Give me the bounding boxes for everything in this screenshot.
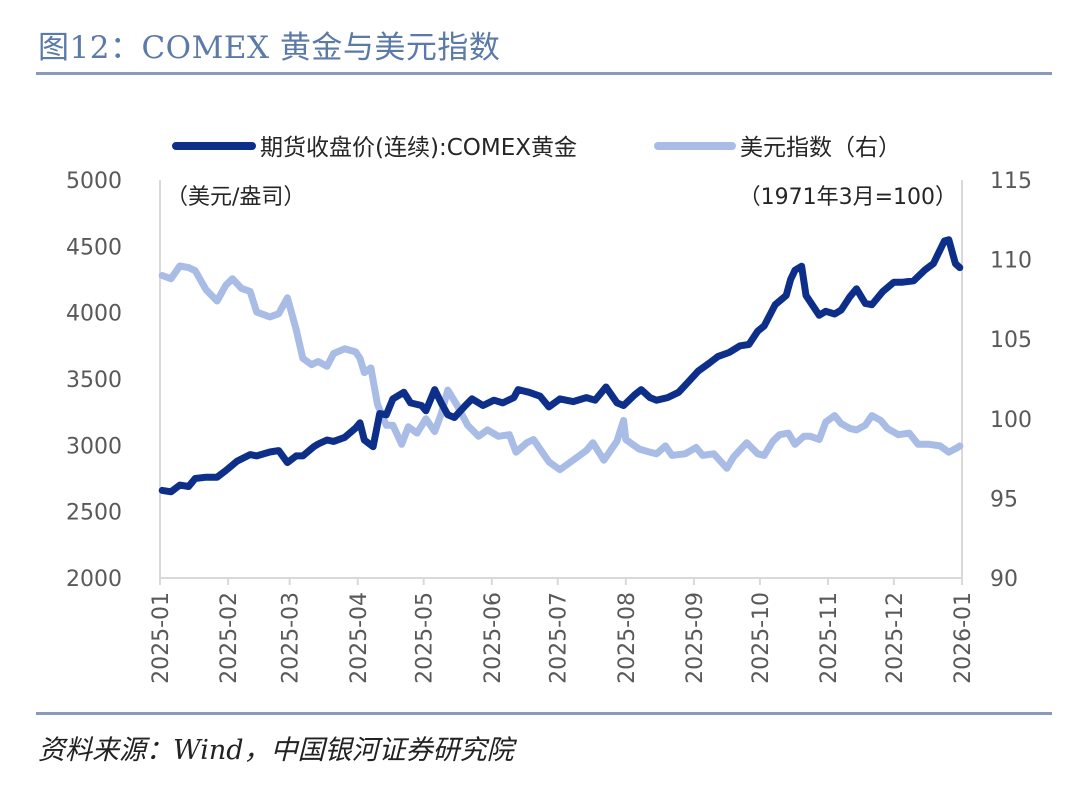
y-left-tick-label: 2500 bbox=[66, 501, 122, 526]
right-axis-unit: （1971年3月=100） bbox=[739, 185, 957, 210]
source-rule bbox=[36, 712, 1052, 715]
y-left-tick-label: 2000 bbox=[66, 567, 122, 592]
y-right-tick-label: 115 bbox=[990, 169, 1032, 194]
source-note: 资料来源：Wind，中国银河证券研究院 bbox=[38, 735, 514, 766]
x-tick-label: 2025-09 bbox=[683, 592, 708, 684]
x-tick-label: 2025-12 bbox=[883, 592, 908, 684]
legend-label-gold: 期货收盘价(连续):COMEX黄金 bbox=[260, 135, 577, 161]
y-left-tick-label: 4500 bbox=[66, 235, 122, 260]
y-right-tick-label: 90 bbox=[990, 567, 1018, 592]
axes: 2000 2500 3000 3500 4000 4500 5000 90 95 100 105 11… bbox=[66, 169, 1032, 684]
y-right-tick-label: 110 bbox=[990, 249, 1032, 274]
title-rule bbox=[36, 72, 1052, 75]
legend-label-dxy: 美元指数（右） bbox=[740, 135, 901, 161]
series-line-dollar-index bbox=[158, 262, 964, 474]
y-left-tick-label: 3000 bbox=[66, 434, 122, 459]
y-right-tick-label: 105 bbox=[990, 328, 1032, 353]
plot-area bbox=[158, 236, 964, 496]
left-axis-unit: （美元/盎司） bbox=[166, 185, 305, 210]
x-tick-label: 2025-01 bbox=[149, 592, 174, 684]
figure-title: 图12：COMEX 黄金与美元指数 bbox=[38, 30, 501, 66]
series-line-comex-gold bbox=[158, 236, 964, 496]
y-left-tick-label: 3500 bbox=[66, 368, 122, 393]
x-tick-label: 2025-11 bbox=[817, 592, 842, 684]
y-right-tick-label: 95 bbox=[990, 487, 1018, 512]
x-tick-label: 2026-01 bbox=[951, 592, 976, 684]
y-left-tick-label: 5000 bbox=[66, 169, 122, 194]
x-tick-label: 2025-08 bbox=[615, 592, 640, 684]
x-tick-label: 2025-06 bbox=[481, 592, 506, 684]
chart-legend: 期货收盘价(连续):COMEX黄金 美元指数（右） bbox=[172, 135, 901, 161]
x-tick-label: 2025-02 bbox=[217, 592, 242, 684]
x-tick-label: 2025-03 bbox=[279, 592, 304, 684]
y-left-tick-label: 4000 bbox=[66, 302, 122, 327]
x-tick-label: 2025-07 bbox=[547, 592, 572, 684]
y-right-tick-label: 100 bbox=[990, 408, 1032, 433]
x-tick-label: 2025-05 bbox=[413, 592, 438, 684]
x-tick-label: 2025-04 bbox=[347, 592, 372, 684]
x-tick-label: 2025-10 bbox=[749, 592, 774, 684]
chart-canvas: 期货收盘价(连续):COMEX黄金 美元指数（右） （美元/盎司） （1971年… bbox=[66, 135, 1032, 684]
